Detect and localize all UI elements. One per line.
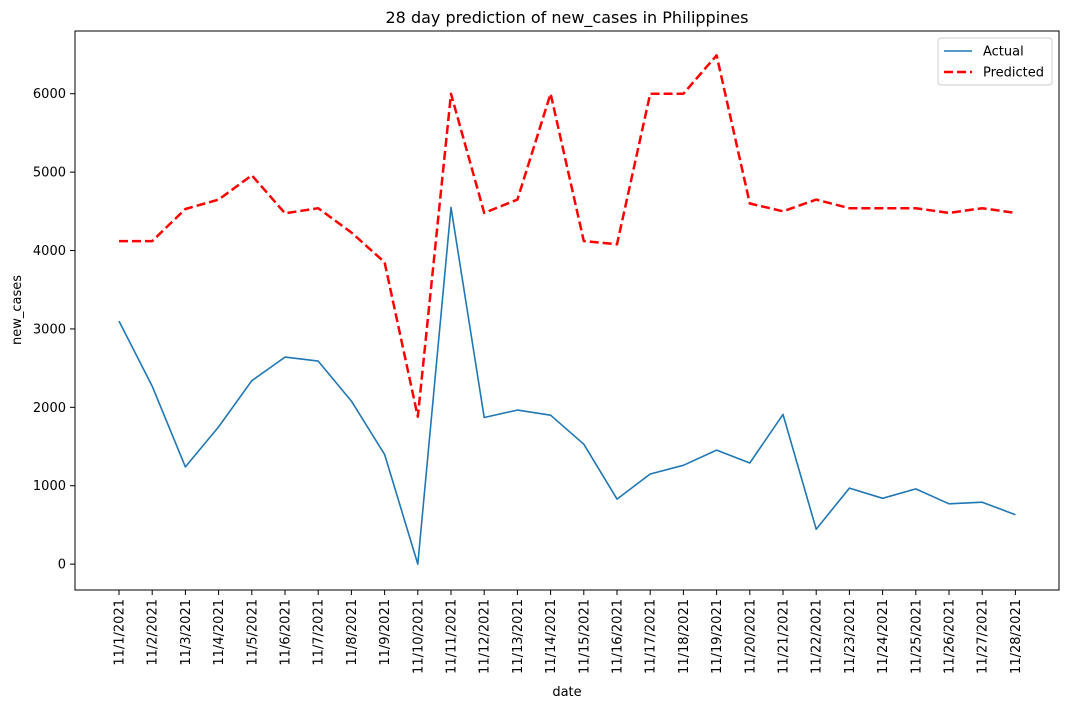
x-tick-label: 11/21/2021 [777,599,792,674]
y-tick-label: 1000 [33,479,66,494]
chart-title: 28 day prediction of new_cases in Philip… [386,8,749,28]
x-tick-label: 11/17/2021 [644,599,659,674]
x-tick-label: 11/26/2021 [943,599,958,674]
legend-label: Actual [983,45,1024,60]
x-tick-label: 11/28/2021 [1009,599,1024,674]
x-tick-label: 11/18/2021 [677,599,692,674]
x-tick-label: 11/10/2021 [411,599,426,674]
x-tick-label: 11/8/2021 [345,599,360,666]
x-tick-label: 11/14/2021 [544,599,559,674]
x-tick-label: 11/11/2021 [445,599,460,674]
x-tick-label: 11/9/2021 [378,599,393,666]
x-tick-label: 11/1/2021 [113,599,128,666]
x-tick-label: 11/24/2021 [876,599,891,674]
legend-label: Predicted [983,66,1044,81]
x-tick-label: 11/3/2021 [179,599,194,666]
y-axis-title: new_cases [10,275,25,345]
x-tick-label: 11/27/2021 [976,599,991,674]
series-line-predicted [119,54,1016,418]
x-tick-label: 11/16/2021 [611,599,626,674]
x-tick-label: 11/12/2021 [478,599,493,674]
y-axis: 0 1000 2000 3000 4000 5000 6000 [33,87,75,573]
x-tick-label: 11/7/2021 [312,599,327,666]
y-tick-label: 6000 [33,87,66,102]
series-line-actual [118,206,1016,565]
x-tick-label: 11/20/2021 [743,599,758,674]
y-tick-label: 4000 [33,244,66,259]
y-tick-label: 3000 [33,322,66,337]
x-tick-label: 11/19/2021 [710,599,725,674]
x-tick-label: 11/23/2021 [843,599,858,674]
x-tick-label: 11/2/2021 [146,599,161,666]
x-axis-title: date [552,685,581,700]
x-tick-label: 11/13/2021 [511,599,526,674]
plot-area [74,30,1060,591]
x-tick-label: 11/4/2021 [212,599,227,666]
legend-box [937,37,1053,86]
y-tick-label: 5000 [33,166,66,181]
legend: Actual Predicted [937,37,1053,86]
x-tick-label: 11/22/2021 [810,599,825,674]
y-tick-label: 2000 [33,401,66,416]
x-tick-label: 11/5/2021 [245,599,260,666]
x-axis: 11/1/2021 11/2/2021 11/3/2021 11/4/2021 11/5… [113,590,1024,674]
x-tick-label: 11/6/2021 [279,599,294,666]
y-tick-label: 0 [58,558,66,573]
series-lines [118,54,1016,565]
x-tick-label: 11/15/2021 [577,599,592,674]
x-tick-label: 11/25/2021 [909,599,924,674]
